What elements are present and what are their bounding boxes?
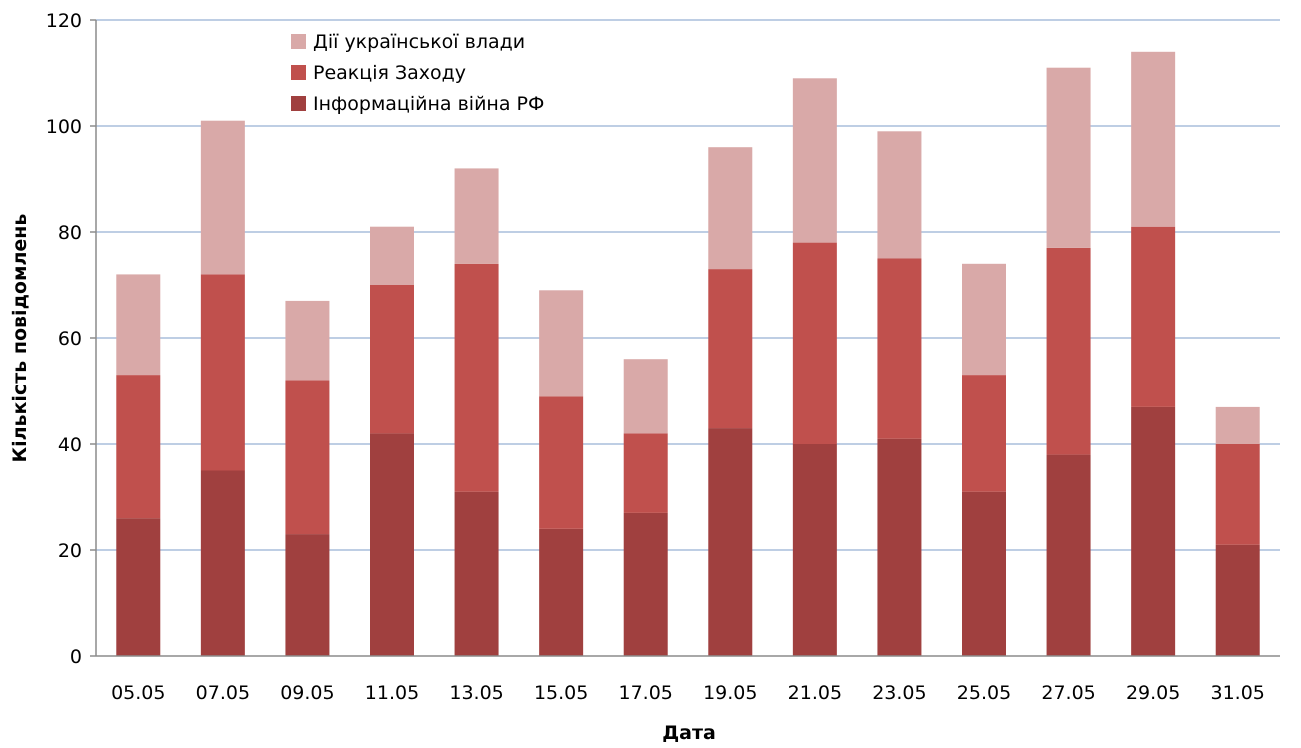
bar-segment (1046, 454, 1091, 656)
bar-segment (454, 263, 499, 492)
x-tick-label: 31.05 (1211, 682, 1265, 704)
bar-segment (539, 528, 584, 656)
y-axis-title: Кількість повідомлень (9, 214, 31, 463)
bars (116, 51, 1260, 656)
bar-segment (877, 438, 922, 656)
x-tick-label: 17.05 (619, 682, 673, 704)
legend: Дії української влади Реакція Заходу Інфор… (291, 31, 544, 115)
bar-segment (1215, 444, 1260, 545)
bar-segment (454, 491, 499, 656)
bar-segment (539, 290, 584, 397)
bar-segment (792, 242, 837, 444)
x-tick-label: 15.05 (534, 682, 588, 704)
legend-label: Дії української влади (313, 31, 525, 53)
bar-segment (1215, 406, 1260, 444)
bar-segment (962, 491, 1006, 656)
bar-segment (708, 269, 753, 429)
bar-segment (200, 470, 245, 656)
bar-segment (454, 168, 499, 264)
bar-segment (877, 258, 922, 439)
bar-segment (1215, 544, 1260, 656)
bar-segment (1046, 67, 1091, 248)
x-tick-label: 13.05 (449, 682, 503, 704)
bar-segment (116, 274, 161, 376)
bar-segment (1131, 226, 1176, 407)
bar-segment (792, 78, 837, 243)
bar-segment (200, 120, 245, 275)
legend-swatch (291, 34, 306, 49)
x-tick-label: 11.05 (365, 682, 419, 704)
bar-segment (623, 433, 668, 513)
y-tick-label: 80 (58, 222, 82, 244)
x-tick-label: 27.05 (1041, 682, 1095, 704)
x-tick-label: 21.05 (788, 682, 842, 704)
bar-segment (1046, 247, 1091, 455)
x-tick-label: 05.05 (111, 682, 165, 704)
bar-segment (200, 274, 245, 471)
y-tick-label: 100 (46, 116, 82, 138)
x-tick-label: 25.05 (957, 682, 1011, 704)
y-tick-labels: 0 20 40 60 80 100 120 (46, 10, 82, 668)
bar-segment (877, 131, 922, 259)
bar-segment (285, 534, 330, 656)
y-tick-label: 120 (46, 10, 82, 32)
y-tick-label: 60 (58, 328, 82, 350)
legend-label: Реакція Заходу (313, 62, 466, 84)
bar-segment (370, 226, 414, 285)
y-tick-label: 20 (58, 540, 82, 562)
bar-segment (370, 433, 414, 656)
bar-segment (370, 285, 414, 434)
bar-segment (285, 380, 330, 535)
x-tick-labels: 05.05 07.05 09.05 11.05 13.05 15.05 17.05 19.05… (111, 682, 1265, 704)
x-tick-label: 09.05 (280, 682, 334, 704)
bar-segment (708, 147, 753, 270)
axes (90, 19, 1280, 657)
bar-segment (539, 396, 584, 529)
x-tick-label: 19.05 (703, 682, 757, 704)
bar-segment (962, 263, 1006, 376)
gridlines (96, 19, 1280, 551)
bar-segment (1131, 51, 1176, 227)
x-tick-label: 07.05 (196, 682, 250, 704)
bar-segment (792, 444, 837, 656)
bar-segment (116, 518, 161, 656)
x-axis-title: Дата (662, 722, 716, 744)
y-tick-label: 0 (70, 646, 82, 668)
legend-swatch (291, 96, 306, 111)
bar-segment (708, 428, 753, 656)
bar-segment (1131, 406, 1176, 656)
x-tick-label: 23.05 (872, 682, 926, 704)
bar-segment (285, 300, 330, 381)
y-tick-label: 40 (58, 434, 82, 456)
legend-label: Інформаційна війна РФ (313, 93, 544, 115)
legend-swatch (291, 65, 306, 80)
x-tick-label: 29.05 (1126, 682, 1180, 704)
bar-segment (623, 512, 668, 656)
bar-segment (116, 375, 161, 519)
bar-segment (962, 375, 1006, 492)
bar-segment (623, 359, 668, 434)
